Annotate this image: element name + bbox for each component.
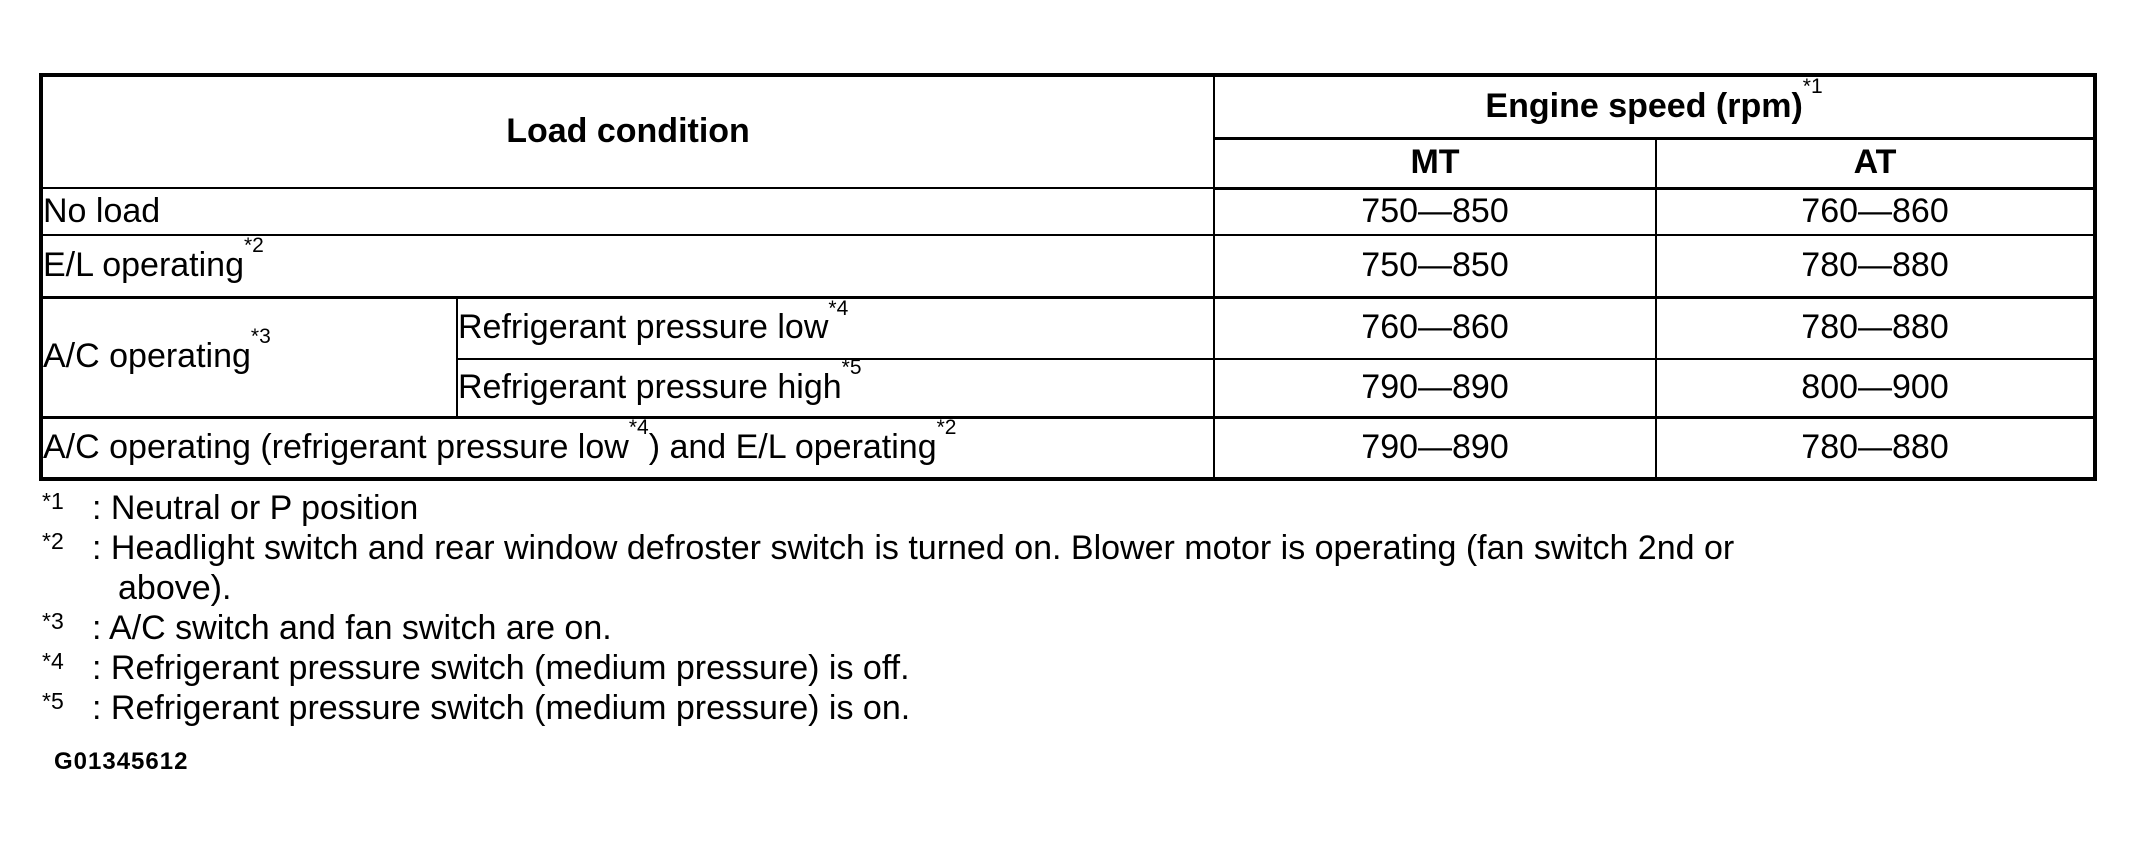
footnote-2: *2 : Headlight switch and rear window de… [42,528,2098,608]
table-row-refrigerant-high: Refrigerant pressure high*5 790—890 800—… [41,358,2097,418]
figure-id: G01345612 [54,748,189,775]
cell-refrigerant-low-label: Refrigerant pressure low*4 [455,295,1216,360]
el-operating-label: E/L operating [43,245,244,284]
cell-el-operating-at: 780—880 [1655,234,2097,298]
cell-refrigerant-low-at: 780—880 [1655,295,2097,360]
engine-speed-header: Engine speed (rpm)*1 [1213,74,2097,140]
footnote-2-text-line2: above). [118,569,232,607]
footnote-5: *5 : Refrigerant pressure switch (medium… [42,688,2098,728]
footnotes-section: *1 : Neutral or P position *2 : Headligh… [42,488,2098,728]
refrigerant-high-footnote-ref: *5 [841,359,862,380]
cell-refrigerant-high-mt: 790—890 [1213,358,1658,418]
cell-ac-and-el-label: A/C operating (refrigerant pressure low*… [39,415,1216,480]
footnote-3-text: : A/C switch and fan switch are on. [92,609,612,647]
engine-speed-table: Load condition Engine speed (rpm)*1 MT A… [39,73,2098,481]
footnote-1-marker: *1 [42,488,64,514]
no-load-label: No load [43,191,161,230]
ac-and-el-footnote-ref-2: *2 [936,417,957,440]
footnote-2-text-line1: : Headlight switch and rear window defro… [92,529,1735,567]
footnote-5-text: : Refrigerant pressure switch (medium pr… [92,689,911,727]
table-row-no-load: No load 750—850 760—860 [39,187,2097,236]
cell-no-load-at: 760—860 [1655,187,2097,236]
el-operating-footnote-ref: *2 [244,235,264,258]
footnote-4: *4 : Refrigerant pressure switch (medium… [42,648,2098,688]
cell-refrigerant-high-at: 800—900 [1655,358,2097,418]
load-condition-header-label: Load condition [506,112,750,151]
at-column-header: AT [1655,137,2097,190]
refrigerant-high-label: Refrigerant pressure high [458,367,842,406]
footnote-3: *3 : A/C switch and fan switch are on. [42,608,2098,648]
table-row-el-operating: E/L operating*2 750—850 780—880 [39,234,2097,298]
at-column-header-label: AT [1853,143,1897,182]
refrigerant-low-label: Refrigerant pressure low [458,308,829,347]
footnote-3-marker: *3 [42,608,64,634]
footnote-2-text: : Headlight switch and rear window defro… [92,528,2098,608]
footnote-2-marker: *2 [42,528,64,554]
footnote-4-marker: *4 [42,648,64,674]
engine-speed-footnote-ref: *1 [1802,75,1823,99]
mt-column-header: MT [1213,137,1658,190]
footnote-1: *1 : Neutral or P position [42,488,2098,528]
footnote-4-text: : Refrigerant pressure switch (medium pr… [92,649,910,687]
cell-refrigerant-high-label: Refrigerant pressure high*5 [455,358,1216,418]
cell-refrigerant-low-mt: 760—860 [1213,295,1658,360]
ac-operating-footnote-ref: *3 [250,325,271,349]
ac-operating-label: A/C operating [43,337,251,376]
footnote-5-marker: *5 [42,688,64,714]
footnote-1-text: : Neutral or P position [92,489,419,527]
cell-no-load-label: No load [39,187,1216,236]
cell-el-operating-label: E/L operating*2 [39,234,1216,298]
ac-and-el-label-part1: A/C operating (refrigerant pressure low [43,427,629,466]
cell-ac-and-el-at: 780—880 [1655,415,2097,480]
cell-ac-operating-label: A/C operating*3 [40,295,458,418]
mt-column-header-label: MT [1410,143,1460,182]
cell-no-load-mt: 750—850 [1213,187,1658,236]
cell-ac-and-el-mt: 790—890 [1213,415,1658,480]
table-row-refrigerant-low: A/C operating*3 Refrigerant pressure low… [40,295,2097,418]
table-row-ac-and-el: A/C operating (refrigerant pressure low*… [39,415,2097,480]
ac-and-el-footnote-ref-1: *4 [628,417,649,440]
ac-and-el-label-part2: ) and E/L operating [648,427,937,466]
engine-speed-header-label: Engine speed (rpm) [1485,86,1803,125]
load-condition-header: Load condition [39,74,1216,189]
refrigerant-low-footnote-ref: *4 [828,297,849,320]
cell-el-operating-mt: 750—850 [1213,234,1658,298]
